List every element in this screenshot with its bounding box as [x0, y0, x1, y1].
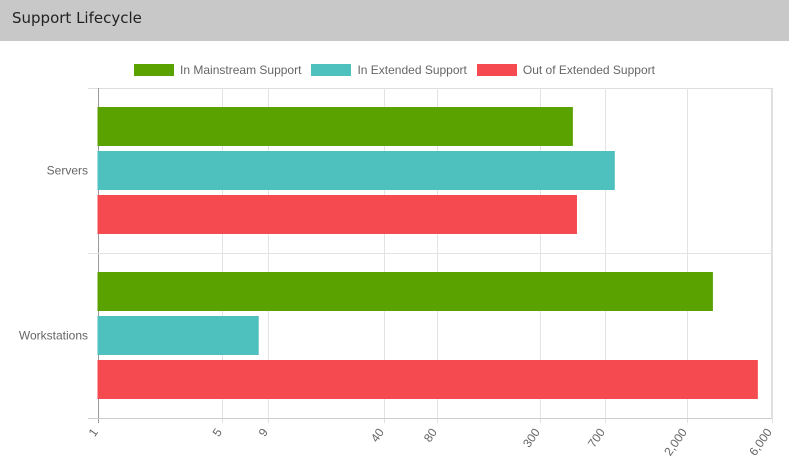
chart-legend: In Mainstream Support In Extended Support…	[0, 63, 789, 77]
bar	[97, 107, 573, 146]
x-tick-label: 5	[210, 425, 225, 439]
bar	[97, 360, 758, 399]
legend-swatch	[134, 64, 175, 76]
legend-item[interactable]: In Mainstream Support	[134, 63, 301, 77]
legend-label: In Mainstream Support	[180, 63, 302, 77]
y-tick-label: Workstations	[19, 329, 88, 343]
x-tick-label: 80	[421, 425, 440, 444]
legend-item[interactable]: Out of Extended Support	[476, 63, 655, 77]
bar	[97, 151, 615, 190]
panel-header: Support Lifecycle	[0, 0, 789, 41]
x-tick-label: 2,000	[661, 425, 690, 458]
x-tick-label: 9	[256, 425, 271, 439]
bar	[97, 272, 713, 311]
x-tick-label: 6,000	[746, 425, 775, 458]
panel-title: Support Lifecycle	[12, 9, 142, 27]
legend-swatch	[476, 64, 517, 76]
x-tick-label: 700	[585, 425, 608, 450]
legend-swatch	[311, 64, 352, 76]
legend-label: Out of Extended Support	[522, 63, 655, 77]
bar	[97, 195, 577, 234]
bar	[97, 316, 259, 355]
legend-label: In Extended Support	[357, 63, 467, 77]
x-tick-label: 40	[368, 425, 387, 444]
legend-item[interactable]: In Extended Support	[311, 63, 467, 77]
x-tick-label: 300	[520, 425, 543, 450]
y-tick-label: Servers	[47, 164, 88, 178]
x-tick-label: 1	[86, 425, 101, 439]
